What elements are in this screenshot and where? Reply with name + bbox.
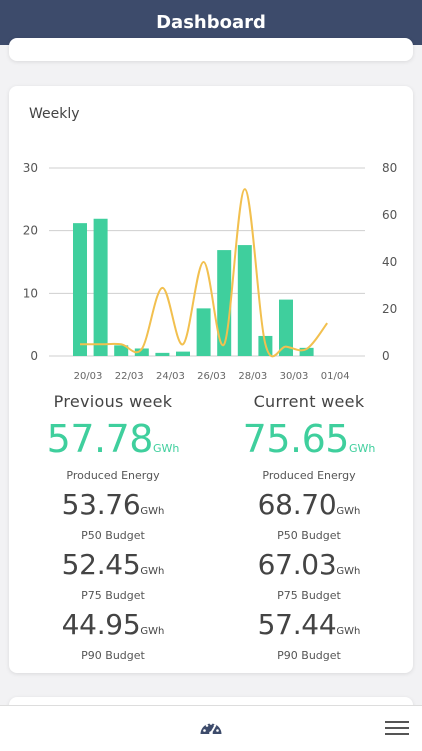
chart-bar (155, 352, 170, 356)
current-p75-label: P75 Budget (277, 589, 341, 602)
previous-p75-value: 52.45GWh (13, 548, 213, 589)
current-produced-label: Produced Energy (262, 469, 356, 482)
current-produced-unit: GWh (348, 442, 376, 455)
chart-bar (299, 347, 314, 356)
current-p50-number: 68.70 (257, 488, 337, 521)
current-produced-value: 75.65GWh (209, 419, 409, 469)
y-right-tick-label: 0 (382, 349, 390, 363)
current-p90-value: 57.44GWh (209, 608, 409, 649)
current-week-heading: Current week (253, 392, 365, 411)
current-p50-value: 68.70GWh (209, 488, 409, 529)
previous-produced-number: 57.78 (46, 417, 154, 461)
previous-p90-unit: GWh (140, 626, 165, 637)
current-p50-unit: GWh (336, 506, 361, 517)
y-left-tick-label: 20 (23, 224, 38, 238)
y-right-tick-label: 60 (382, 208, 397, 222)
previous-week-column: Previous week 57.78GWh Produced Energy 5… (13, 392, 213, 662)
y-right-tick-label: 80 (382, 161, 397, 175)
chart-bar (134, 348, 149, 356)
previous-p50-unit: GWh (140, 506, 165, 517)
y-left-tick-label: 0 (30, 349, 38, 363)
chart-bar (176, 351, 190, 356)
previous-week-heading: Previous week (53, 392, 173, 411)
current-p75-number: 67.03 (257, 548, 337, 581)
y-right-tick-label: 20 (382, 302, 397, 316)
previous-produced-value: 57.78GWh (13, 419, 213, 469)
y-left-tick-label: 10 (23, 286, 38, 300)
y-right-tick-label: 40 (382, 255, 397, 269)
previous-p50-number: 53.76 (61, 488, 141, 521)
current-produced-number: 75.65 (242, 417, 350, 461)
chart-bar (279, 299, 293, 356)
chart-bar (73, 223, 87, 356)
current-p75-unit: GWh (336, 566, 361, 577)
top-card (9, 38, 413, 61)
x-tick-label: 24/03 (156, 371, 185, 382)
previous-p75-label: P75 Budget (81, 589, 145, 602)
previous-p90-number: 44.95 (61, 608, 141, 641)
x-tick-label: 26/03 (197, 371, 226, 382)
previous-produced-unit: GWh (152, 442, 180, 455)
current-p90-label: P90 Budget (277, 649, 341, 662)
previous-p50-label: P50 Budget (81, 529, 145, 542)
current-p90-unit: GWh (336, 626, 361, 637)
x-tick-label: 28/03 (238, 371, 267, 382)
x-tick-label: 22/03 (115, 371, 144, 382)
previous-produced-label: Produced Energy (66, 469, 160, 482)
current-p90-number: 57.44 (257, 608, 337, 641)
app-header: Dashboard (0, 0, 422, 45)
y-left-tick-label: 30 (23, 161, 38, 175)
previous-p75-unit: GWh (140, 566, 165, 577)
previous-p75-number: 52.45 (61, 548, 141, 581)
card-title: Weekly (29, 106, 80, 122)
page-title: Dashboard (156, 12, 266, 33)
current-p75-value: 67.03GWh (209, 548, 409, 589)
current-p50-label: P50 Budget (277, 529, 341, 542)
weekly-card: Weekly 0 10 20 30 0 20 40 60 80 20/03 22/03 24/03 26… (9, 86, 413, 673)
chart-bar (196, 308, 211, 356)
chart-bar (114, 345, 129, 356)
gauge-icon[interactable] (199, 718, 223, 742)
chart-line (80, 188, 328, 358)
x-tick-label: 30/03 (280, 371, 309, 382)
previous-p90-value: 44.95GWh (13, 608, 213, 649)
x-tick-label: 20/03 (74, 371, 103, 382)
current-week-column: Current week 75.65GWh Produced Energy 68… (209, 392, 409, 662)
bottom-nav (0, 705, 422, 751)
menu-icon[interactable] (385, 720, 409, 740)
previous-p50-value: 53.76GWh (13, 488, 213, 529)
previous-p90-label: P90 Budget (81, 649, 145, 662)
chart-bar (237, 245, 252, 356)
weekly-chart: 0 10 20 30 0 20 40 60 80 20/03 22/03 24/03 26/03 28/0… (23, 161, 398, 382)
chart-bar (93, 218, 108, 356)
x-tick-label: 01/04 (321, 371, 350, 382)
